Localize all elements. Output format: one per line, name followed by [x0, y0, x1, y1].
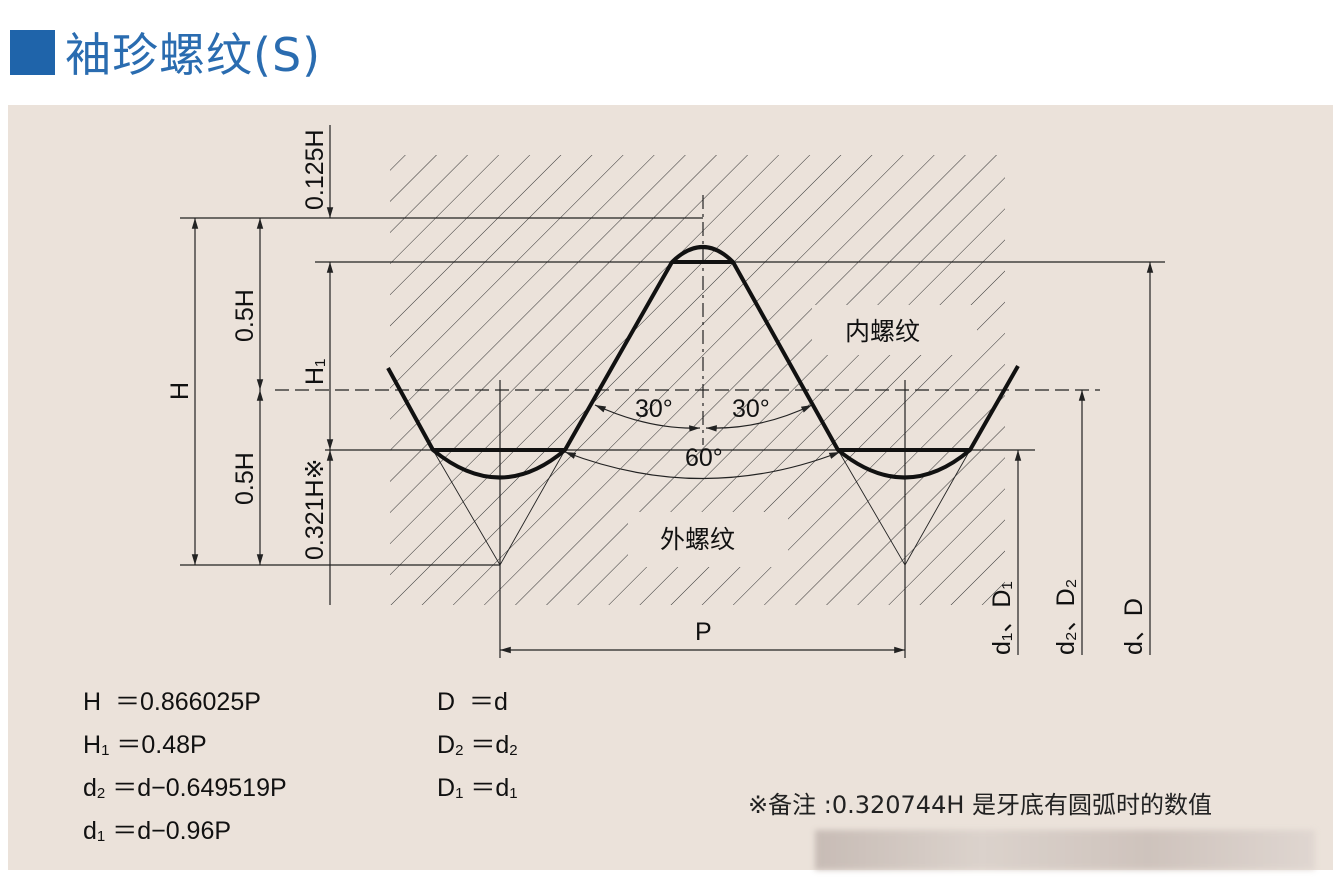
- formula-h1: H1 ＝0.48P: [83, 731, 207, 759]
- title-square-icon: [10, 29, 55, 75]
- formula-D2: D2 ＝d2: [437, 731, 518, 759]
- label-angle-30-right: 30°: [732, 395, 770, 423]
- label-internal-thread: 内螺纹: [845, 318, 920, 346]
- internal-label-bg: [812, 305, 977, 355]
- label-pitch: P: [695, 618, 712, 646]
- label-angle-30-left: 30°: [635, 395, 673, 423]
- label-0321h: 0.321H※: [301, 458, 329, 560]
- blurred-watermark: [815, 830, 1315, 870]
- formula-h: H ＝0.866025P: [83, 688, 261, 716]
- formula-d2: d2 ＝d−0.649519P: [83, 774, 287, 802]
- label-angle-60: 60°: [685, 444, 723, 472]
- label-0125h: 0.125H: [301, 129, 329, 210]
- thread-profile: [386, 245, 1020, 480]
- label-05h-upper: 0.5H: [231, 289, 259, 342]
- label-h1: H₁: [301, 359, 329, 386]
- formula-d1: d1 ＝d−0.96P: [83, 817, 232, 845]
- external-label-bg: [628, 512, 788, 567]
- footnote: ※备注 :0.320744H 是牙底有圆弧时的数值: [748, 791, 1213, 819]
- label-d2: d₂、D₂: [1052, 579, 1080, 655]
- label-h: H: [166, 382, 194, 400]
- label-external-thread: 外螺纹: [660, 526, 735, 554]
- formula-D1: D1 ＝d1: [437, 774, 518, 802]
- title-text: 袖珍螺纹(S): [65, 28, 322, 82]
- label-d1: d₁、D₁: [988, 581, 1016, 655]
- label-05h-lower: 0.5H: [231, 452, 259, 505]
- page-title: 袖珍螺纹(S): [10, 22, 321, 82]
- formula-D: D ＝d: [437, 688, 508, 716]
- label-d: d、D: [1120, 598, 1148, 655]
